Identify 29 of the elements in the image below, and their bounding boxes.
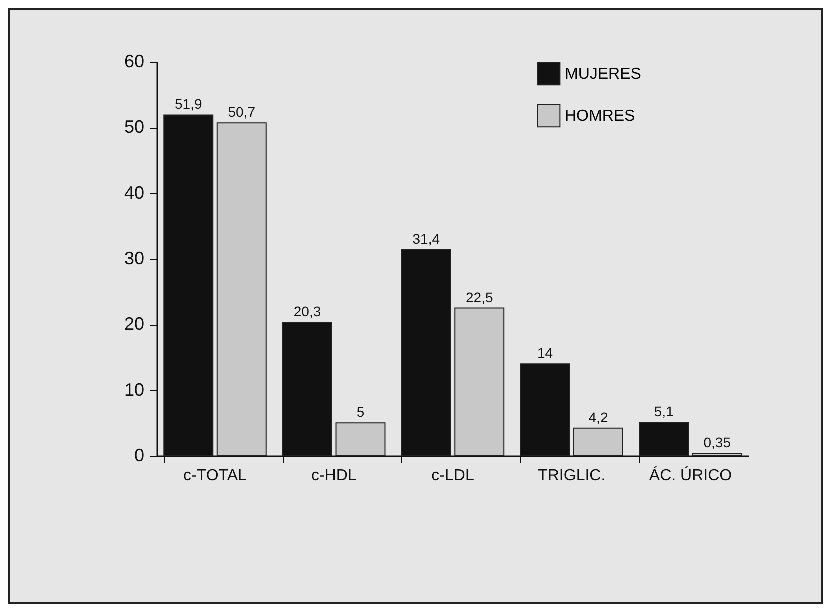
x-tick-label: TRIGLIC. xyxy=(538,468,606,484)
y-tick-label: 50 xyxy=(124,117,144,138)
bar xyxy=(336,422,386,456)
x-tick-label: c-LDL xyxy=(432,468,474,484)
x-tick-label: c-HDL xyxy=(311,468,357,484)
y-tick-label: 10 xyxy=(124,380,144,400)
legend-label: MUJERES xyxy=(565,66,642,83)
bar xyxy=(574,428,624,456)
bar xyxy=(216,122,267,456)
data-label: 0,35 xyxy=(704,434,732,451)
data-label: 51,9 xyxy=(175,96,202,112)
y-tick-label: 30 xyxy=(124,248,144,268)
y-tick-label: 40 xyxy=(124,182,144,203)
data-label: 20,3 xyxy=(294,304,322,320)
x-tick-label: ÁC. ÚRICO xyxy=(649,466,732,484)
data-label: 22,5 xyxy=(466,289,494,306)
x-tick-label: c-TOTAL xyxy=(184,468,248,484)
y-tick-label: 20 xyxy=(124,314,144,334)
y-tick-label: 0 xyxy=(134,446,144,466)
data-label: 50,7 xyxy=(228,104,256,120)
data-label: 14 xyxy=(537,345,554,362)
data-label: 4,2 xyxy=(588,409,608,426)
data-label: 5,1 xyxy=(654,404,674,420)
bar xyxy=(692,453,742,456)
legend-label: HOMRES xyxy=(565,108,636,125)
data-label: 31,4 xyxy=(412,230,440,247)
bar xyxy=(454,308,505,456)
y-tick-label: 60 xyxy=(124,52,144,72)
data-label: 5 xyxy=(356,404,365,420)
